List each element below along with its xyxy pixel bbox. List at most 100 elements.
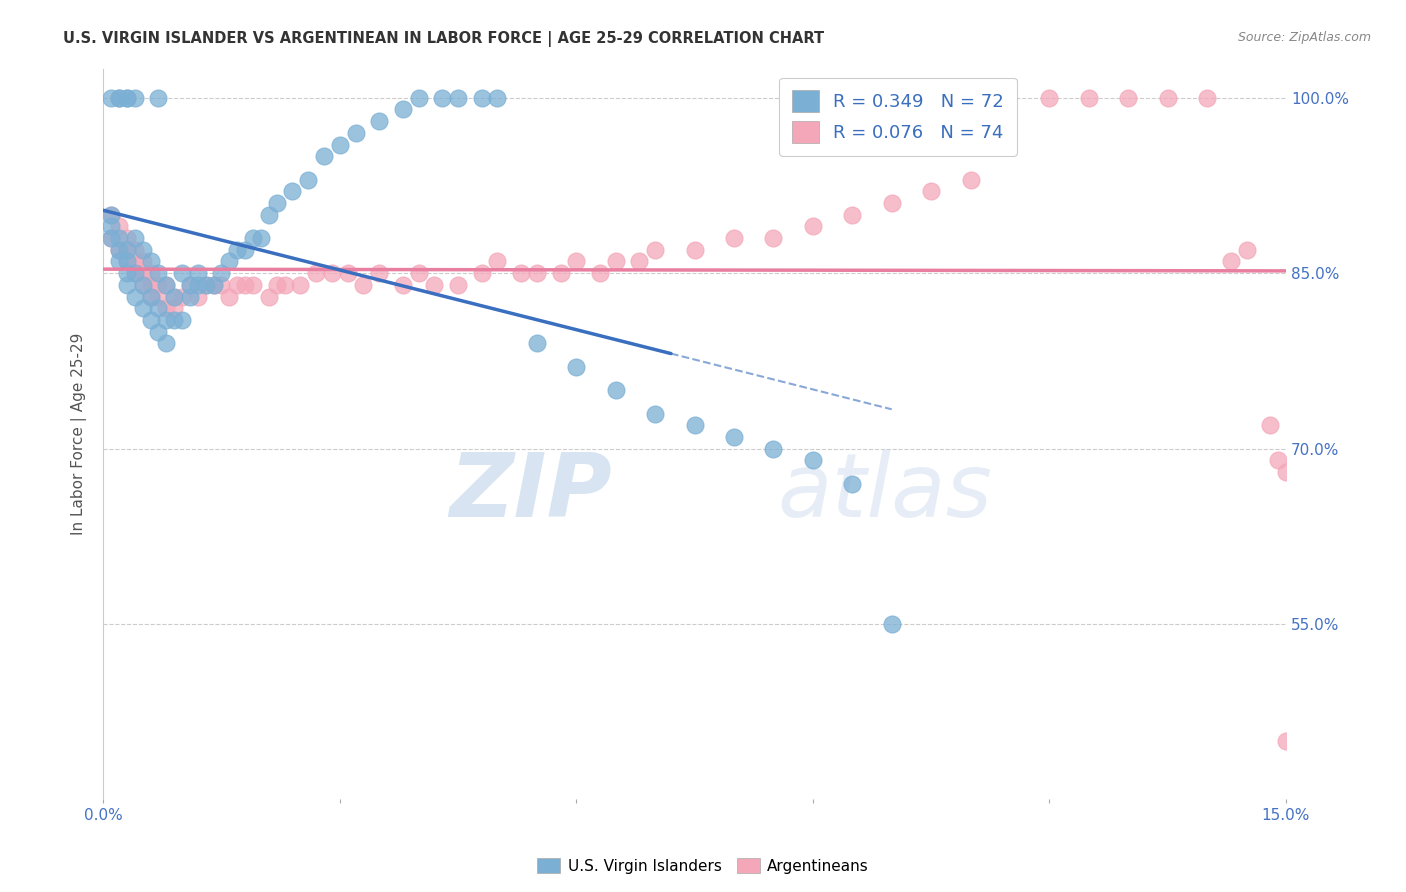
Point — [233, 277, 256, 292]
Point — [163, 289, 186, 303]
Point — [1267, 453, 1289, 467]
Point — [801, 219, 824, 234]
Point — [1219, 254, 1241, 268]
Point — [266, 277, 288, 292]
Point — [139, 254, 162, 268]
Point — [526, 336, 548, 351]
Point — [115, 91, 138, 105]
Point — [312, 149, 335, 163]
Point — [526, 266, 548, 280]
Point — [115, 266, 138, 280]
Point — [605, 383, 627, 397]
Point — [565, 359, 588, 374]
Point — [100, 208, 122, 222]
Point — [187, 289, 209, 303]
Point — [170, 266, 193, 280]
Point — [139, 289, 162, 303]
Point — [124, 289, 146, 303]
Point — [163, 313, 186, 327]
Point — [644, 407, 666, 421]
Point — [471, 91, 494, 105]
Point — [115, 231, 138, 245]
Point — [124, 231, 146, 245]
Point — [344, 126, 367, 140]
Point — [131, 301, 153, 316]
Point — [920, 184, 942, 198]
Point — [170, 313, 193, 327]
Point — [1258, 418, 1281, 433]
Point — [115, 254, 138, 268]
Text: Source: ZipAtlas.com: Source: ZipAtlas.com — [1237, 31, 1371, 45]
Point — [841, 208, 863, 222]
Point — [841, 476, 863, 491]
Point — [148, 277, 170, 292]
Text: ZIP: ZIP — [449, 449, 612, 536]
Point — [565, 254, 588, 268]
Point — [486, 91, 509, 105]
Y-axis label: In Labor Force | Age 25-29: In Labor Force | Age 25-29 — [72, 333, 87, 535]
Point — [179, 277, 201, 292]
Point — [1157, 91, 1180, 105]
Point — [589, 266, 612, 280]
Point — [108, 91, 131, 105]
Point — [329, 137, 352, 152]
Point — [124, 266, 146, 280]
Point — [179, 289, 201, 303]
Point — [139, 277, 162, 292]
Point — [1236, 243, 1258, 257]
Point — [218, 289, 240, 303]
Point — [124, 243, 146, 257]
Point — [148, 289, 170, 303]
Point — [257, 289, 280, 303]
Point — [179, 277, 201, 292]
Point — [510, 266, 533, 280]
Text: U.S. VIRGIN ISLANDER VS ARGENTINEAN IN LABOR FORCE | AGE 25-29 CORRELATION CHART: U.S. VIRGIN ISLANDER VS ARGENTINEAN IN L… — [63, 31, 824, 47]
Point — [108, 254, 131, 268]
Point — [352, 277, 374, 292]
Point — [100, 231, 122, 245]
Point — [408, 266, 430, 280]
Point — [266, 196, 288, 211]
Point — [163, 301, 186, 316]
Point — [801, 453, 824, 467]
Point — [148, 325, 170, 339]
Point — [1077, 91, 1099, 105]
Point — [155, 313, 177, 327]
Point — [139, 289, 162, 303]
Point — [108, 243, 131, 257]
Point — [202, 277, 225, 292]
Point — [187, 277, 209, 292]
Point — [108, 219, 131, 234]
Point — [131, 266, 153, 280]
Point — [281, 184, 304, 198]
Point — [155, 336, 177, 351]
Point — [305, 266, 328, 280]
Point — [233, 243, 256, 257]
Point — [139, 313, 162, 327]
Point — [211, 266, 233, 280]
Point — [108, 231, 131, 245]
Point — [423, 277, 446, 292]
Point — [257, 208, 280, 222]
Point — [155, 301, 177, 316]
Point — [880, 196, 903, 211]
Point — [124, 266, 146, 280]
Legend: U.S. Virgin Islanders, Argentineans: U.S. Virgin Islanders, Argentineans — [531, 852, 875, 880]
Point — [408, 91, 430, 105]
Point — [762, 442, 785, 456]
Point — [368, 114, 391, 128]
Point — [148, 266, 170, 280]
Point — [131, 254, 153, 268]
Legend: R = 0.349   N = 72, R = 0.076   N = 74: R = 0.349 N = 72, R = 0.076 N = 74 — [779, 78, 1017, 156]
Point — [100, 219, 122, 234]
Point — [187, 266, 209, 280]
Text: atlas: atlas — [778, 450, 993, 535]
Point — [486, 254, 509, 268]
Point — [1116, 91, 1139, 105]
Point — [723, 430, 745, 444]
Point — [115, 277, 138, 292]
Point — [155, 277, 177, 292]
Point — [194, 277, 217, 292]
Point — [226, 243, 249, 257]
Point — [108, 91, 131, 105]
